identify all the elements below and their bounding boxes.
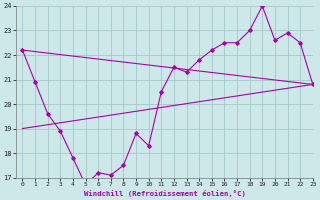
X-axis label: Windchill (Refroidissement éolien,°C): Windchill (Refroidissement éolien,°C) — [84, 190, 245, 197]
